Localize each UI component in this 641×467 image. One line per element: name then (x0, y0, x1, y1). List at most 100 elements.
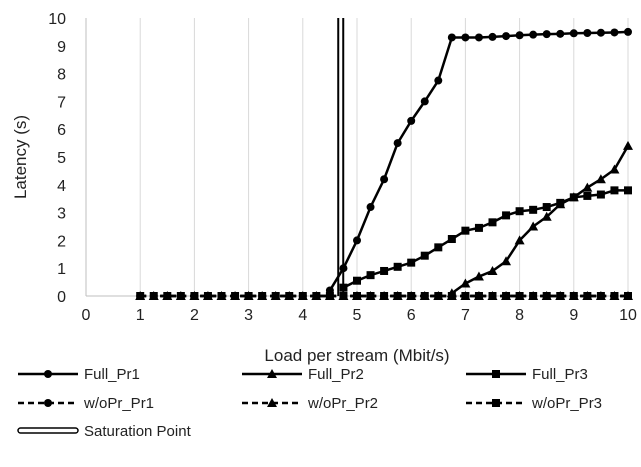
data-point-full-pr3 (542, 203, 551, 212)
chart-grid (139, 18, 629, 296)
data-point-w-opr-pr3 (529, 292, 538, 300)
data-point-w-opr-pr3 (420, 292, 429, 300)
data-point-w-opr-pr3 (542, 292, 551, 300)
data-point-w-opr-pr3 (136, 292, 145, 300)
series-line-full-pr3 (342, 189, 628, 289)
data-point-w-opr-pr3 (624, 292, 632, 300)
data-point-full-pr3 (393, 262, 402, 271)
data-point-w-opr-pr3 (298, 292, 307, 300)
x-tick-label: 1 (136, 307, 145, 324)
data-point-full-pr3 (380, 266, 389, 275)
data-point-w-opr-pr3 (380, 292, 389, 300)
y-tick-label: 6 (57, 122, 66, 139)
data-point-full-pr3 (556, 198, 565, 207)
data-point-full-pr3 (420, 251, 429, 260)
series-full-pr3 (339, 186, 632, 292)
data-point-full-pr3 (596, 190, 605, 199)
data-point-full-pr1 (353, 236, 361, 245)
legend-item-full-pr2: Full_Pr2 (242, 366, 364, 383)
x-tick-label: 7 (461, 307, 470, 324)
data-point-full-pr1 (366, 203, 375, 212)
legend-label-w-opr-pr3: w/oPr_Pr3 (531, 395, 602, 412)
data-point-w-opr-pr3 (556, 292, 565, 300)
y-tick-label: 5 (57, 150, 66, 167)
data-point-w-opr-pr3 (203, 292, 212, 300)
legend-item-full-pr1: Full_Pr1 (18, 366, 140, 383)
data-point-full-pr1 (529, 30, 538, 39)
x-tick-label: 2 (190, 307, 199, 324)
legend-label-w-opr-pr1: w/oPr_Pr1 (83, 395, 154, 412)
data-point-w-opr-pr3 (244, 292, 253, 300)
data-point-w-opr-pr3 (271, 292, 280, 300)
data-point-full-pr3 (488, 218, 497, 227)
y-tick-label: 0 (57, 289, 66, 306)
data-point-full-pr2 (473, 271, 484, 281)
data-point-full-pr3 (529, 205, 538, 214)
data-point-w-opr-pr3 (488, 292, 497, 300)
data-point-w-opr-pr3 (515, 292, 524, 300)
data-point-full-pr1 (624, 27, 632, 36)
data-point-w-opr-pr3 (366, 292, 375, 300)
data-point-full-pr1 (325, 286, 334, 295)
legend-item-w-opr-pr2: w/oPr_Pr2 (242, 395, 378, 412)
y-tick-label: 3 (57, 206, 66, 223)
legend-label-full-pr2: Full_Pr2 (308, 366, 364, 383)
data-point-full-pr1 (515, 31, 524, 40)
data-point-w-opr-pr3 (258, 292, 267, 300)
data-point-w-opr-pr3 (596, 292, 605, 300)
x-tick-label: 10 (619, 307, 637, 324)
data-point-full-pr1 (461, 33, 470, 42)
legend-label-w-opr-pr2: w/oPr_Pr2 (307, 395, 378, 412)
data-point-full-pr1 (447, 33, 456, 42)
series-full-pr2 (446, 140, 633, 298)
data-point-full-pr1 (502, 32, 511, 41)
legend-marker-w-opr-pr1 (44, 399, 52, 407)
data-point-full-pr1 (569, 29, 578, 38)
x-axis-label: Load per stream (Mbit/s) (264, 346, 449, 365)
data-point-w-opr-pr3 (176, 292, 185, 300)
data-point-full-pr3 (461, 226, 470, 235)
data-point-full-pr1 (407, 116, 416, 125)
data-point-full-pr1 (610, 28, 619, 37)
data-point-full-pr1 (596, 28, 605, 37)
data-point-w-opr-pr3 (353, 292, 361, 300)
chart-series (135, 27, 633, 300)
data-point-full-pr2 (623, 140, 633, 150)
x-tick-label: 3 (244, 307, 253, 324)
data-point-full-pr3 (434, 243, 443, 252)
x-tick-label: 8 (515, 307, 524, 324)
data-point-full-pr2 (501, 256, 512, 266)
data-point-w-opr-pr3 (231, 292, 240, 300)
data-point-full-pr2 (528, 221, 539, 231)
data-point-w-opr-pr3 (610, 292, 619, 300)
data-point-full-pr3 (353, 276, 361, 285)
saturation-point-line (337, 18, 345, 296)
data-point-full-pr1 (339, 264, 348, 273)
data-point-full-pr1 (380, 175, 389, 184)
legend-marker-w-opr-pr2 (267, 398, 277, 407)
legend-line-saturation-point (17, 427, 79, 434)
data-point-full-pr1 (556, 29, 565, 38)
data-point-full-pr3 (515, 207, 524, 216)
data-point-w-opr-pr3 (393, 292, 402, 300)
y-tick-label: 2 (57, 233, 66, 250)
data-point-full-pr2 (609, 164, 620, 174)
legend-item-w-opr-pr3: w/oPr_Pr3 (466, 395, 602, 412)
data-point-full-pr1 (542, 30, 551, 39)
data-point-full-pr3 (569, 193, 578, 202)
series-line-full-pr2 (451, 145, 630, 295)
data-point-full-pr3 (610, 186, 619, 195)
legend-marker-full-pr2 (267, 369, 277, 378)
data-point-w-opr-pr3 (474, 292, 483, 300)
data-point-full-pr2 (541, 211, 552, 221)
data-point-full-pr3 (339, 283, 348, 292)
legend-marker-w-opr-pr3 (492, 399, 500, 407)
data-point-full-pr3 (366, 271, 375, 280)
data-point-w-opr-pr3 (461, 292, 470, 300)
data-point-full-pr1 (583, 29, 592, 38)
y-tick-label: 4 (57, 178, 66, 195)
x-tick-label: 9 (569, 307, 578, 324)
chart-legend: Full_Pr1 Full_Pr2 Full_Pr3 w/oPr_Pr1 w/oPr_P… (17, 366, 602, 440)
x-tick-label: 6 (407, 307, 416, 324)
data-point-full-pr2 (595, 174, 606, 184)
